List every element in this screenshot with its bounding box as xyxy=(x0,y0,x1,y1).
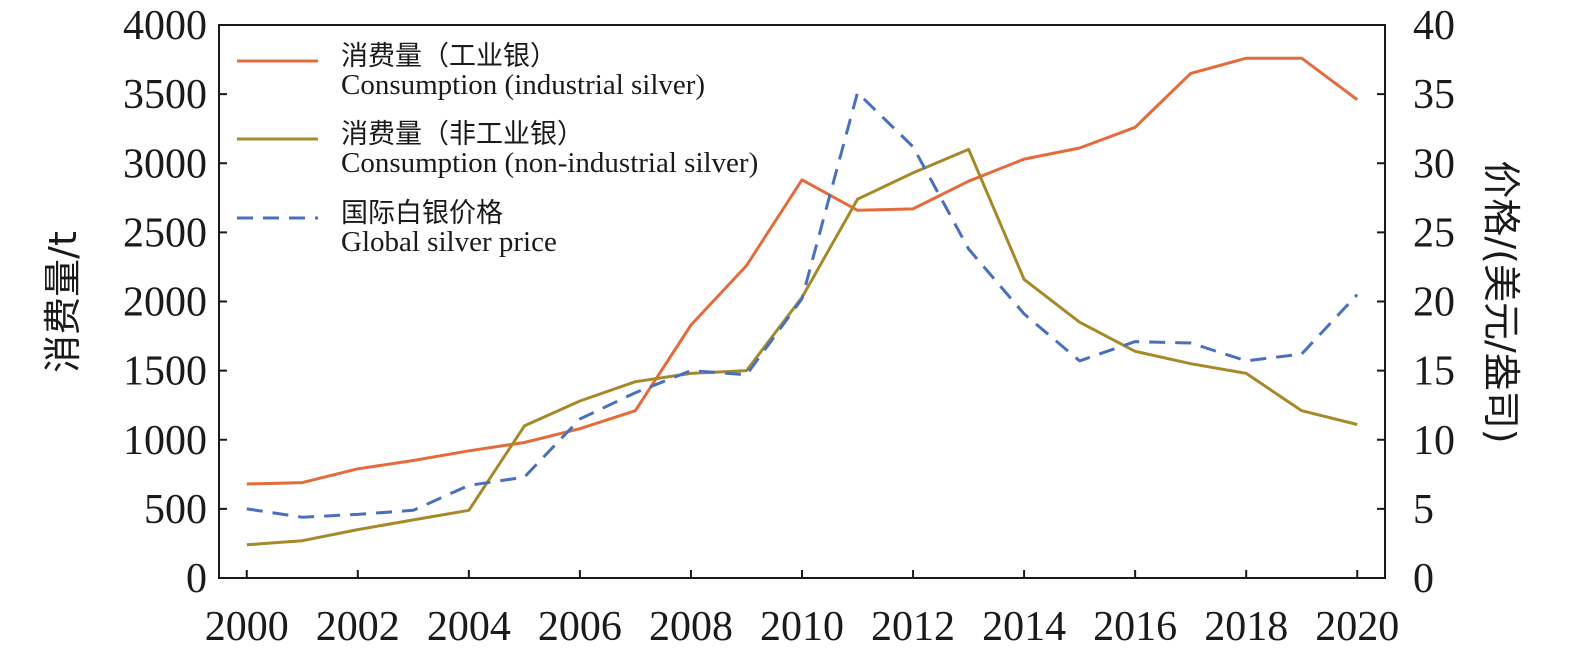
x-tick-label: 2014 xyxy=(982,604,1066,650)
x-axis-ticks: 2000 2002 2004 2006 2008 2010 2012 2014 2016 2018… xyxy=(205,570,1399,650)
legend-label-en: Consumption (industrial silver) xyxy=(341,69,705,101)
y-axis-title: 消费量/t xyxy=(41,231,85,373)
series-line-3 xyxy=(246,91,1359,519)
y-tick-label: 4000 xyxy=(123,3,207,49)
y-tick-label: 2500 xyxy=(123,210,207,256)
x-tick-label: 2000 xyxy=(205,604,289,650)
series-line-1 xyxy=(246,56,1359,486)
x-tick-label: 2004 xyxy=(427,604,511,650)
x-tick-label: 2006 xyxy=(538,604,622,650)
y2-tick-label: 15 xyxy=(1413,349,1455,395)
legend-label-cn: 消费量（非工业银） xyxy=(341,119,584,150)
y2-tick-label: 5 xyxy=(1413,487,1434,533)
y-tick-label: 500 xyxy=(144,487,207,533)
x-tick-label: 2018 xyxy=(1204,604,1288,650)
y-tick-label: 2000 xyxy=(123,280,207,326)
plot-frame xyxy=(218,24,1386,579)
x-tick-label: 2020 xyxy=(1315,604,1399,650)
y2-axis-title: 价格/(美元/盎司) xyxy=(1479,160,1523,443)
x-tick-label: 2010 xyxy=(760,604,844,650)
y2-tick-label: 30 xyxy=(1413,141,1455,187)
series-layer xyxy=(246,56,1359,547)
y2-tick-label: 40 xyxy=(1413,3,1455,49)
legend: 消费量（工业银）Consumption (industrial silver) 消… xyxy=(237,41,758,258)
x-tick-label: 2012 xyxy=(871,604,955,650)
y-tick-label: 3000 xyxy=(123,141,207,187)
legend-label-cn: 消费量（工业银） xyxy=(341,41,557,72)
x-tick-label: 2016 xyxy=(1093,604,1177,650)
y-tick-label: 3500 xyxy=(123,72,207,118)
y2-tick-label: 35 xyxy=(1413,72,1455,118)
y2-tick-label: 10 xyxy=(1413,418,1455,464)
y-tick-label: 0 xyxy=(186,556,207,602)
y-axis-ticks: 0 500 1000 1500 2000 2500 3000 3500 4000 xyxy=(123,3,227,602)
x-tick-label: 2008 xyxy=(649,604,733,650)
x-tick-label: 2002 xyxy=(316,604,400,650)
y2-tick-label: 20 xyxy=(1413,280,1455,326)
legend-label-en: Consumption (non-industrial silver) xyxy=(341,147,758,179)
y2-tick-label: 25 xyxy=(1413,210,1455,256)
legend-label-en: Global silver price xyxy=(341,226,557,258)
y2-axis-ticks: 0 5 10 15 20 25 30 35 40 xyxy=(1377,3,1455,602)
y-tick-label: 1000 xyxy=(123,418,207,464)
y2-tick-label: 0 xyxy=(1413,556,1434,602)
y-tick-label: 1500 xyxy=(123,349,207,395)
legend-label-cn: 国际白银价格 xyxy=(341,198,503,229)
